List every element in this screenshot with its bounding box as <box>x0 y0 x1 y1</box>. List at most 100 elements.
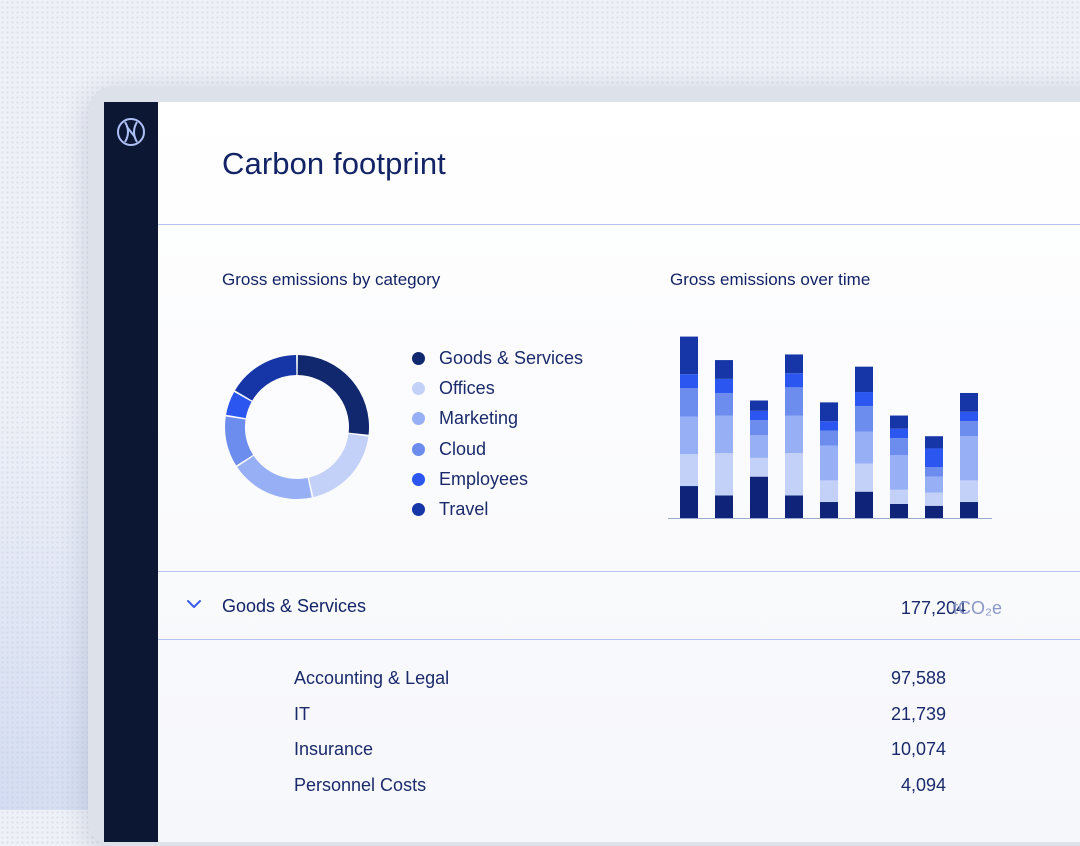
bar-segment <box>855 431 873 464</box>
legend-item: Cloud <box>412 434 583 464</box>
bar-segment <box>820 480 838 503</box>
legend-swatch <box>412 351 425 365</box>
legend-label: Marketing <box>439 408 519 429</box>
legend-item: Travel <box>412 494 583 524</box>
bar-segment <box>890 503 908 518</box>
bar-segment <box>785 453 803 496</box>
bar-segment <box>785 415 803 454</box>
bar-segment <box>820 502 838 518</box>
list-item: Insurance 10,074 <box>158 739 1080 775</box>
bar-segment <box>750 420 768 436</box>
category-donut-chart <box>225 355 369 499</box>
bar-segment <box>750 457 768 477</box>
bar-segment <box>750 400 768 411</box>
legend-label: Employees <box>439 468 529 489</box>
time-chart-title: Gross emissions over time <box>670 270 871 289</box>
bar-segment <box>680 336 698 375</box>
donut-slice <box>234 355 297 401</box>
bar-segment <box>715 360 733 379</box>
bar-segment <box>680 388 698 417</box>
bar-segment <box>820 421 838 431</box>
bar-segment <box>925 436 943 449</box>
bar-segment <box>715 453 733 496</box>
donut-slice <box>308 433 369 498</box>
bar-segment <box>680 486 698 518</box>
bar-segment <box>855 392 873 407</box>
app-window: Carbon footprint Gross emissions by cate… <box>104 102 1080 842</box>
bar-segment <box>785 495 803 518</box>
bar-segment <box>715 495 733 518</box>
legend-label: Cloud <box>439 438 487 459</box>
bar-segment <box>960 392 978 412</box>
category-name: Goods & Services <box>222 596 367 616</box>
legend-item: Goods & Services <box>412 343 583 373</box>
bar-segment <box>925 476 943 493</box>
bar-segment <box>785 354 803 374</box>
subcategory-name: Personnel Costs <box>294 774 427 795</box>
category-legend: Goods & Services Offices Marketing Cloud Emp… <box>412 343 583 525</box>
subcategory-value: 10,074 <box>890 739 946 759</box>
subcategory-name: Insurance <box>294 739 374 759</box>
category-chart-title: Gross emissions by category <box>222 270 441 289</box>
legend-swatch <box>412 442 425 456</box>
bar-segment <box>960 480 978 503</box>
legend-swatch <box>412 412 425 426</box>
bar-segment <box>960 502 978 518</box>
header-divider <box>158 224 1080 225</box>
bar-segment <box>715 415 733 454</box>
legend-swatch <box>412 503 425 517</box>
bar-segment <box>820 445 838 481</box>
bar-segment <box>960 421 978 437</box>
category-total: 177,204 <box>900 598 966 618</box>
emissions-bar-chart <box>668 336 992 519</box>
bar-segment <box>890 415 908 429</box>
legend-item: Marketing <box>412 404 583 434</box>
bar-segment <box>750 410 768 421</box>
list-item: IT 21,739 <box>158 704 1080 740</box>
legend-item: Offices <box>412 373 583 403</box>
legend-label: Offices <box>439 377 495 398</box>
subcategory-name: IT <box>294 703 310 724</box>
bar-segment <box>855 463 873 492</box>
bar-segment <box>820 430 838 446</box>
bar-segment <box>925 505 943 518</box>
bar-segment <box>925 492 943 506</box>
bar-segment <box>960 436 978 481</box>
bar-segment <box>890 489 908 504</box>
bar-segment <box>680 374 698 389</box>
unit-label: tCO₂e <box>953 598 1002 618</box>
bar-segment <box>855 491 873 518</box>
subcategory-name: Accounting & Legal <box>294 668 450 688</box>
subcategory-value: 4,094 <box>900 774 946 795</box>
globe-icon[interactable] <box>116 117 146 147</box>
category-row[interactable]: Goods & Services 177,204 tCO₂e <box>158 572 1080 639</box>
bar-segment <box>715 392 733 416</box>
bar-segment <box>960 411 978 422</box>
bar-segment <box>680 454 698 487</box>
bar-segment <box>715 378 733 393</box>
list-item: Accounting & Legal 97,588 <box>158 668 1080 704</box>
main-content: Carbon footprint Gross emissions by cate… <box>158 102 1080 842</box>
donut-slice <box>226 391 252 419</box>
chevron-down-icon[interactable] <box>186 598 202 610</box>
subcategory-value: 97,588 <box>890 668 946 688</box>
bar-segment <box>785 387 803 416</box>
bar-segment <box>750 435 768 458</box>
subcategory-list: Accounting & Legal 97,588 IT 21,739 Insu… <box>158 668 1080 810</box>
legend-swatch <box>412 472 425 486</box>
bar-segment <box>925 448 943 468</box>
donut-slice <box>237 455 312 499</box>
row-divider <box>158 639 1080 640</box>
subcategory-value: 21,739 <box>890 703 946 724</box>
legend-swatch <box>412 381 425 395</box>
legend-label: Travel <box>439 499 489 520</box>
list-item: Personnel Costs 4,094 <box>158 775 1080 811</box>
bar-segment <box>855 406 873 432</box>
bar-segment <box>820 402 838 422</box>
bar-segment <box>680 416 698 455</box>
bar-segment <box>890 438 908 456</box>
bar-segment <box>785 373 803 388</box>
bar-segment <box>855 366 873 393</box>
sidebar <box>104 102 158 842</box>
donut-slice <box>225 416 254 466</box>
